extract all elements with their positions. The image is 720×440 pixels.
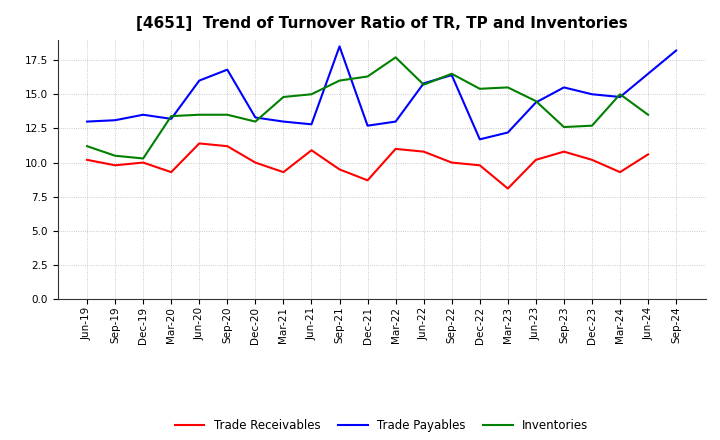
Inventories (167, 114, 176, 119)
Inventories (139, 156, 148, 161)
Trade Payables (644, 71, 652, 77)
Trade Payables (588, 92, 596, 97)
Trade Payables (167, 116, 176, 121)
Trade Payables (83, 119, 91, 124)
Legend: Trade Receivables, Trade Payables, Inventories: Trade Receivables, Trade Payables, Inven… (170, 414, 593, 436)
Trade Payables (419, 81, 428, 86)
Inventories (475, 86, 484, 92)
Trade Receivables (419, 149, 428, 154)
Inventories (279, 94, 288, 99)
Inventories (111, 153, 120, 158)
Trade Payables (139, 112, 148, 117)
Trade Receivables (83, 157, 91, 162)
Inventories (251, 119, 260, 124)
Trade Receivables (111, 163, 120, 168)
Trade Receivables (447, 160, 456, 165)
Trade Receivables (503, 186, 512, 191)
Trade Payables (223, 67, 232, 72)
Trade Receivables (391, 146, 400, 151)
Trade Receivables (616, 169, 624, 175)
Trade Payables (475, 137, 484, 142)
Trade Payables (251, 115, 260, 120)
Inventories (223, 112, 232, 117)
Trade Receivables (559, 149, 568, 154)
Trade Receivables (223, 143, 232, 149)
Inventories (559, 125, 568, 130)
Trade Receivables (364, 178, 372, 183)
Line: Trade Receivables: Trade Receivables (87, 143, 648, 188)
Line: Trade Payables: Trade Payables (87, 47, 676, 139)
Trade Receivables (167, 169, 176, 175)
Trade Payables (307, 122, 316, 127)
Inventories (419, 82, 428, 87)
Inventories (447, 71, 456, 77)
Inventories (83, 143, 91, 149)
Trade Payables (195, 78, 204, 83)
Trade Receivables (475, 163, 484, 168)
Trade Payables (616, 94, 624, 99)
Trade Receivables (279, 169, 288, 175)
Trade Payables (111, 117, 120, 123)
Trade Receivables (251, 160, 260, 165)
Inventories (588, 123, 596, 128)
Inventories (531, 99, 540, 104)
Trade Receivables (644, 152, 652, 157)
Trade Payables (447, 73, 456, 78)
Trade Receivables (336, 167, 344, 172)
Trade Payables (279, 119, 288, 124)
Trade Receivables (195, 141, 204, 146)
Inventories (503, 85, 512, 90)
Inventories (195, 112, 204, 117)
Trade Payables (672, 48, 680, 53)
Inventories (391, 55, 400, 60)
Inventories (616, 92, 624, 97)
Trade Payables (336, 44, 344, 49)
Line: Inventories: Inventories (87, 57, 648, 158)
Trade Payables (364, 123, 372, 128)
Trade Payables (391, 119, 400, 124)
Trade Payables (503, 130, 512, 135)
Inventories (336, 78, 344, 83)
Inventories (307, 92, 316, 97)
Trade Payables (531, 100, 540, 105)
Trade Receivables (139, 160, 148, 165)
Trade Receivables (588, 157, 596, 162)
Trade Receivables (307, 148, 316, 153)
Inventories (644, 112, 652, 117)
Trade Payables (559, 85, 568, 90)
Trade Receivables (531, 157, 540, 162)
Title: [4651]  Trend of Turnover Ratio of TR, TP and Inventories: [4651] Trend of Turnover Ratio of TR, TP… (136, 16, 627, 32)
Inventories (364, 74, 372, 79)
